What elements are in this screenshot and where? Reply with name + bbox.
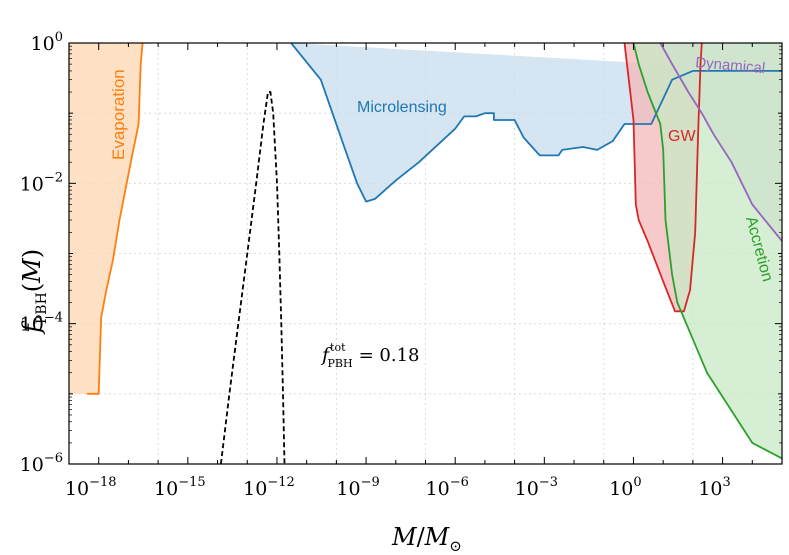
y-tick-label: 10−4 (20, 311, 63, 336)
evaporation-fill (69, 43, 143, 394)
x-tick-label: 100 (609, 475, 641, 500)
y-tick-label: 100 (31, 30, 63, 55)
dynamical-line (659, 43, 782, 242)
ftot-superscript: tot (330, 341, 346, 354)
x-tick-label: 103 (698, 475, 730, 500)
dynamical-label: Dynamical (695, 54, 766, 77)
ftot-symbol: f (320, 344, 332, 366)
constraint-lines (86, 43, 782, 460)
x-axis-label: M/M⊙ (391, 523, 462, 555)
microlensing-label: Microlensing (357, 99, 447, 116)
x-tick-label: 10−18 (65, 475, 117, 500)
y-tick-label: 10−2 (20, 170, 63, 195)
x-tick-label: 10−15 (154, 475, 206, 500)
evaporation-label: Evaporation (109, 69, 128, 160)
accretion-line (632, 43, 782, 460)
gw-line (623, 43, 703, 313)
accretion-fill (633, 43, 782, 459)
constraint-fills (69, 43, 782, 459)
y-tick-label: 10−6 (20, 451, 63, 476)
ftot-subscript: PBH (328, 357, 353, 370)
axis-tick-labels: 10−18 10−15 10−12 10−9 10−6 10−3 100 103 100 10−2… (20, 30, 731, 500)
ftot-annotation: ftot PBH = 0.18 (320, 341, 419, 370)
mass-function-curve (220, 91, 286, 464)
peak-curve-line (220, 91, 286, 464)
ftot-value: = 0.18 (359, 345, 420, 366)
x-tick-label: 10−9 (336, 475, 379, 500)
evaporation-line (86, 43, 144, 395)
x-tick-label: 10−6 (426, 475, 469, 500)
gw-label: GW (668, 128, 696, 145)
x-tick-label: 10−12 (243, 475, 295, 500)
axis-ticks (68, 42, 782, 465)
microlensing-line (290, 43, 782, 203)
x-tick-label: 10−3 (515, 475, 558, 500)
